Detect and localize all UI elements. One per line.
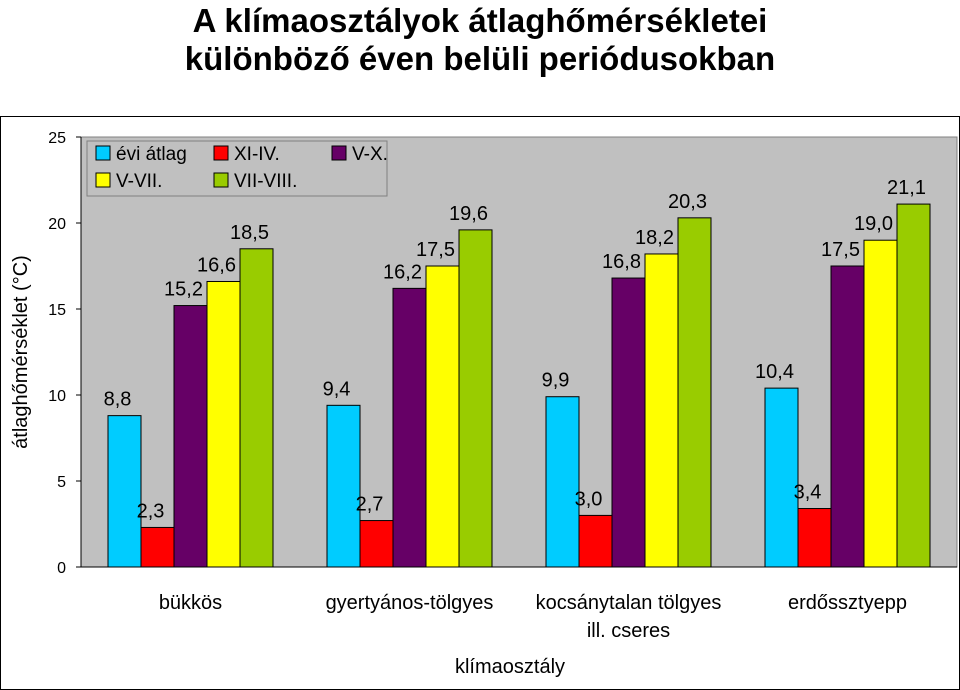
legend-swatch [213, 145, 229, 161]
legend-label: évi átlag [116, 144, 187, 165]
data-label: 16,8 [602, 251, 641, 273]
bar [359, 520, 394, 568]
data-label: 3,4 [794, 482, 822, 504]
x-tick-label: erdőssztyepp [788, 592, 907, 614]
data-label: 3,0 [575, 488, 603, 510]
y-tick-label: 10 [48, 388, 66, 405]
bar [458, 229, 493, 568]
bar [206, 280, 241, 568]
x-tick-label: bükkös [159, 592, 222, 614]
bar [107, 415, 142, 568]
data-label: 9,4 [323, 378, 351, 400]
chart-title-line-2: különböző éven belüli periódusokban [184, 40, 776, 77]
data-label: 19,0 [854, 213, 893, 235]
data-label: 18,2 [635, 227, 674, 249]
bar [392, 287, 427, 568]
x-tick-label: kocsánytalan tölgyes [536, 592, 722, 614]
bar [863, 239, 898, 568]
chart-title-line-1: A klímaosztályok átlaghőmérsékletei [192, 2, 768, 39]
bar [764, 387, 799, 568]
data-label: 15,2 [164, 279, 203, 301]
bar [326, 404, 361, 568]
legend-label: V-VII. [116, 171, 162, 192]
bar [644, 253, 679, 568]
bar [173, 305, 208, 568]
y-axis-label: átlaghőmérséklet (°C) [10, 255, 32, 449]
data-label: 8,8 [104, 389, 132, 411]
data-label: 16,6 [197, 254, 236, 276]
bar [797, 508, 832, 568]
data-label: 17,5 [416, 239, 455, 261]
y-tick-label: 0 [57, 560, 66, 577]
y-tick-label: 15 [48, 302, 66, 319]
legend-swatch [331, 145, 347, 161]
x-axis-label: klímaosztály [455, 656, 565, 678]
x-tick-label: ill. cseres [587, 620, 670, 642]
data-label: 19,6 [449, 203, 488, 225]
chart-title: A klímaosztályok átlaghőmérsékletei külö… [0, 2, 960, 78]
legend-swatch [95, 145, 111, 161]
bar [578, 514, 613, 568]
bar [425, 265, 460, 568]
data-label: 17,5 [821, 239, 860, 261]
bar [239, 248, 274, 568]
data-label: 10,4 [755, 361, 794, 383]
legend-swatch [213, 172, 229, 188]
legend-label: V-X. [352, 144, 388, 165]
data-label: 9,9 [542, 370, 570, 392]
data-label: 20,3 [668, 191, 707, 213]
y-tick-label: 25 [48, 130, 66, 147]
bar [611, 277, 646, 568]
data-label: 16,2 [383, 261, 422, 283]
bar [545, 396, 580, 568]
bar [830, 265, 865, 568]
legend-label: VII-VIII. [234, 171, 297, 192]
y-tick-label: 20 [48, 216, 66, 233]
legend-swatch [95, 172, 111, 188]
bar [896, 203, 931, 568]
data-label: 18,5 [230, 222, 269, 244]
bar [140, 526, 175, 568]
y-tick-label: 5 [57, 474, 66, 491]
data-label: 21,1 [887, 177, 926, 199]
data-label: 2,3 [137, 500, 165, 522]
bar [677, 217, 712, 568]
legend-label: XI-IV. [234, 144, 280, 165]
data-label: 2,7 [356, 494, 384, 516]
x-tick-label: gyertyános-tölgyes [326, 592, 494, 614]
